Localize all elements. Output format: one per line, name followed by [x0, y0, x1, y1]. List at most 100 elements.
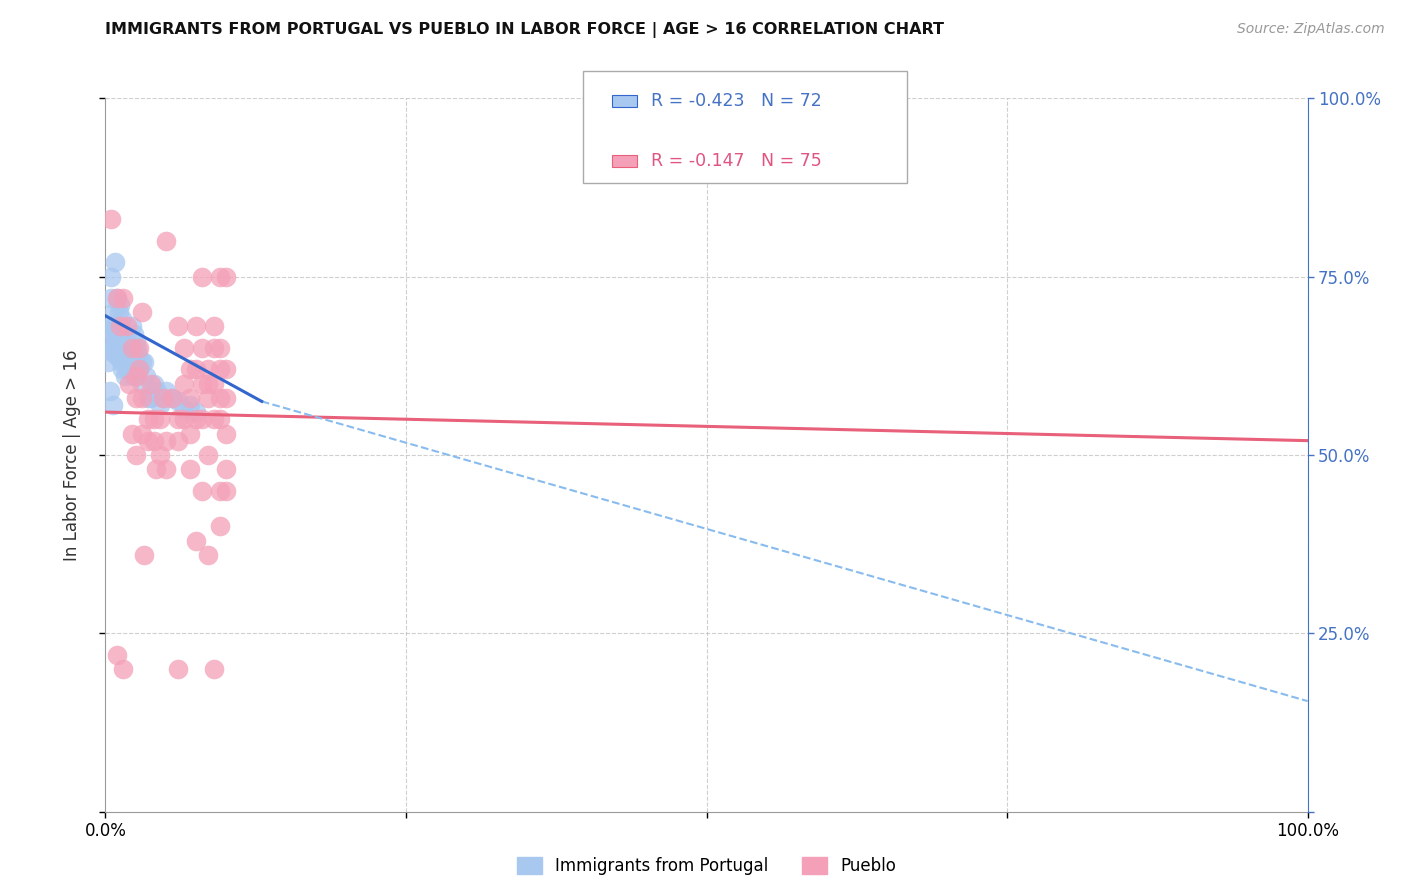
Text: Source: ZipAtlas.com: Source: ZipAtlas.com: [1237, 22, 1385, 37]
Point: [101, 326, 124, 341]
Legend: Immigrants from Portugal, Pueblo: Immigrants from Portugal, Pueblo: [510, 850, 903, 882]
Point: [214, 426, 236, 441]
Point: [124, 334, 146, 348]
Point: [173, 401, 195, 416]
Point: [166, 662, 188, 676]
Point: [155, 434, 177, 448]
Point: [136, 434, 159, 448]
Point: [152, 391, 174, 405]
Point: [197, 548, 219, 562]
Point: [166, 319, 188, 334]
Point: [118, 376, 141, 391]
Point: [105, 319, 128, 334]
Point: [179, 398, 201, 412]
Point: [173, 376, 195, 391]
Point: [146, 384, 169, 398]
Point: [166, 394, 188, 409]
Point: [155, 462, 177, 476]
Point: [124, 369, 146, 384]
Point: [107, 348, 129, 362]
Point: [208, 341, 231, 355]
Point: [124, 348, 146, 362]
Point: [101, 398, 124, 412]
Point: [121, 341, 143, 355]
Point: [107, 291, 129, 305]
Point: [208, 269, 231, 284]
Point: [108, 319, 131, 334]
Point: [115, 319, 138, 334]
Point: [103, 319, 125, 334]
Point: [111, 312, 134, 326]
Point: [101, 341, 124, 355]
Point: [128, 362, 150, 376]
Point: [202, 341, 225, 355]
Point: [145, 462, 167, 476]
Point: [100, 212, 122, 227]
Point: [108, 319, 131, 334]
Point: [115, 334, 138, 348]
Point: [100, 319, 122, 334]
Point: [166, 412, 188, 426]
Point: [112, 334, 135, 348]
Point: [117, 355, 139, 369]
Point: [160, 391, 183, 405]
Point: [104, 255, 127, 269]
Point: [120, 341, 142, 355]
Point: [108, 298, 131, 312]
Point: [139, 391, 162, 405]
Point: [197, 391, 219, 405]
Point: [107, 334, 129, 348]
Point: [124, 391, 146, 405]
Point: [107, 291, 129, 305]
Point: [127, 348, 149, 362]
Point: [111, 362, 134, 376]
Point: [190, 376, 212, 391]
Point: [118, 341, 141, 355]
Point: [135, 369, 157, 384]
Point: [197, 362, 219, 376]
Point: [214, 269, 236, 284]
Point: [202, 319, 225, 334]
Point: [190, 341, 212, 355]
Point: [125, 341, 148, 355]
Point: [197, 448, 219, 462]
Point: [208, 519, 231, 533]
Point: [112, 348, 135, 362]
Point: [184, 405, 207, 419]
Point: [120, 362, 142, 376]
Point: [124, 326, 146, 341]
Point: [136, 412, 159, 426]
Point: [100, 291, 122, 305]
Point: [214, 483, 236, 498]
Point: [184, 412, 207, 426]
Point: [105, 348, 128, 362]
Point: [112, 662, 135, 676]
Point: [142, 376, 165, 391]
Point: [197, 376, 219, 391]
Point: [208, 391, 231, 405]
Point: [110, 326, 132, 341]
Point: [104, 334, 127, 348]
Point: [190, 412, 212, 426]
Point: [179, 426, 201, 441]
Point: [179, 462, 201, 476]
Point: [121, 426, 143, 441]
Point: [136, 391, 159, 405]
Point: [131, 426, 153, 441]
Point: [128, 341, 150, 355]
Point: [132, 548, 155, 562]
Point: [128, 362, 150, 376]
Point: [155, 384, 177, 398]
Text: R = -0.423   N = 72: R = -0.423 N = 72: [651, 92, 821, 110]
Point: [103, 305, 125, 319]
Point: [202, 376, 225, 391]
Point: [152, 391, 174, 405]
Point: [173, 412, 195, 426]
Point: [125, 362, 148, 376]
Point: [114, 348, 136, 362]
Point: [208, 362, 231, 376]
Point: [214, 362, 236, 376]
Point: [160, 391, 183, 405]
Point: [184, 319, 207, 334]
Point: [179, 391, 201, 405]
